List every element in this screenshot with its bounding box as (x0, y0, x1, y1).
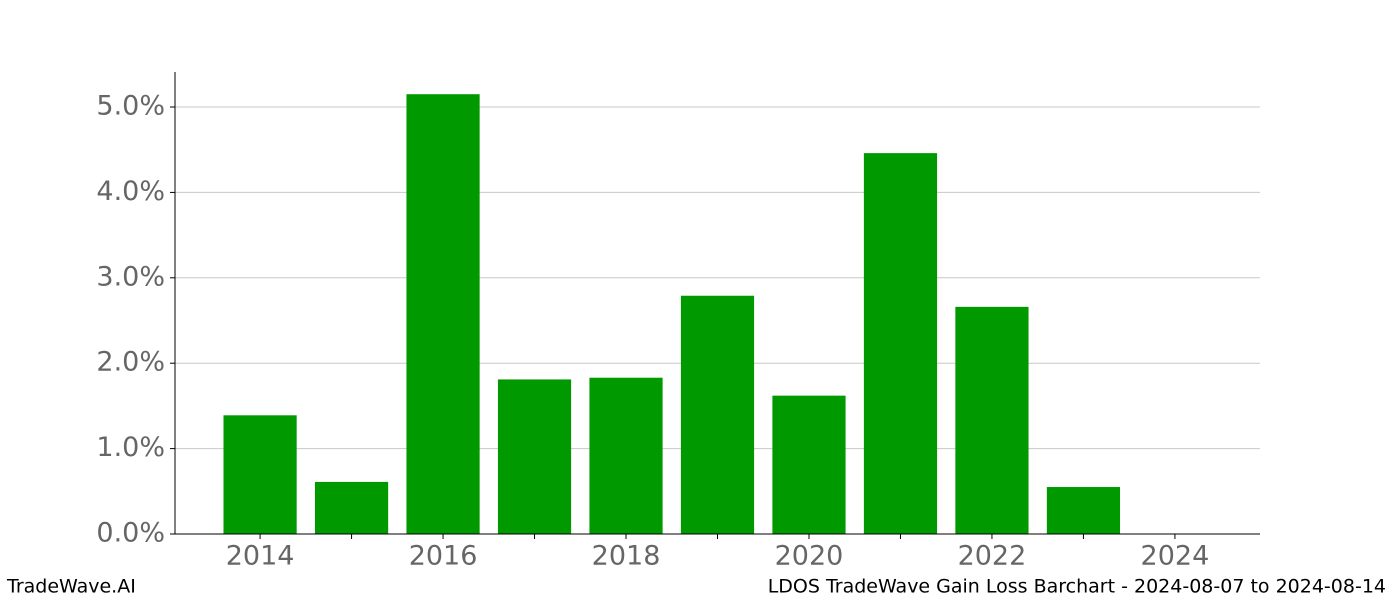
y-tick-label: 0.0% (96, 518, 165, 549)
bar (772, 395, 846, 534)
x-tick-label: 2016 (409, 541, 478, 572)
bar (497, 379, 572, 534)
x-tick-label: 2018 (592, 541, 661, 572)
x-tick-label: 2020 (775, 541, 844, 572)
bar (1046, 487, 1121, 534)
bar (406, 94, 480, 535)
x-tick-label: 2014 (226, 541, 295, 572)
y-tick-label: 2.0% (96, 347, 165, 378)
x-tick-label: 2024 (1141, 541, 1210, 572)
bar (314, 481, 389, 534)
bar (955, 306, 1029, 534)
bar (589, 377, 663, 534)
footer-left: TradeWave.AI (6, 576, 136, 598)
x-tick-label: 2022 (958, 541, 1027, 572)
y-tick-label: 3.0% (96, 261, 165, 292)
bar (863, 153, 938, 534)
bar (680, 295, 755, 534)
y-tick-label: 1.0% (96, 432, 165, 463)
bar (223, 415, 297, 534)
footer-right: LDOS TradeWave Gain Loss Barchart - 2024… (768, 576, 1386, 598)
y-tick-label: 5.0% (96, 91, 165, 122)
y-tick-label: 4.0% (96, 176, 165, 207)
